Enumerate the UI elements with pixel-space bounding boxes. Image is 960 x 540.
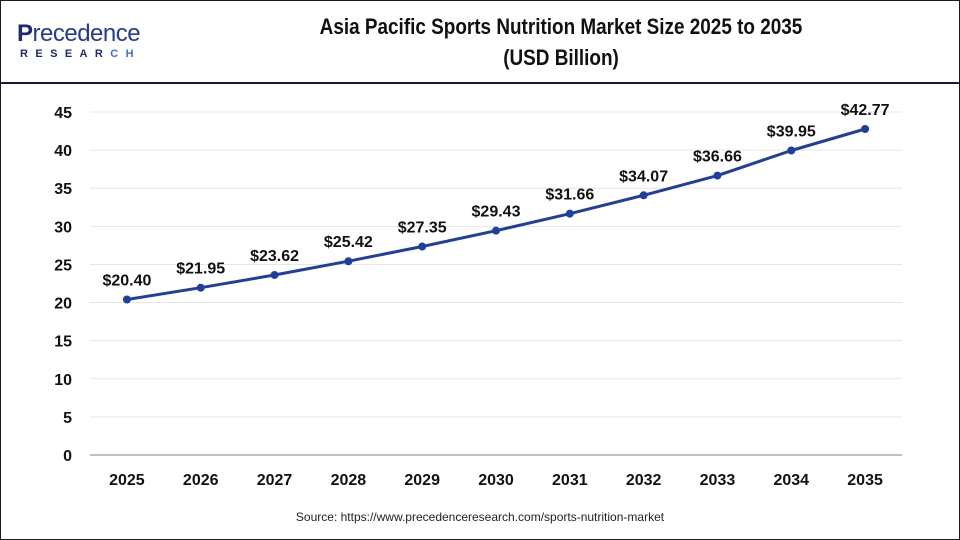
y-tick-label: 40 bbox=[54, 143, 72, 160]
x-tick-label: 2035 bbox=[847, 472, 883, 489]
x-tick-label: 2025 bbox=[109, 472, 145, 489]
y-tick-label: 45 bbox=[54, 105, 72, 122]
y-tick-label: 0 bbox=[63, 448, 72, 465]
logo-rest: recedence bbox=[32, 20, 141, 47]
header-divider bbox=[1, 82, 959, 84]
data-point-marker bbox=[713, 171, 722, 180]
data-label: $25.42 bbox=[324, 234, 373, 251]
data-label: $36.66 bbox=[693, 149, 742, 166]
x-tick-label: 2027 bbox=[257, 472, 293, 489]
data-point-marker bbox=[122, 295, 131, 304]
y-tick-label: 25 bbox=[54, 257, 72, 274]
source-note: Source: https://www.precedenceresearch.c… bbox=[295, 510, 665, 524]
y-tick-label: 5 bbox=[63, 410, 72, 427]
chart-title-line1: Asia Pacific Sports Nutrition Market Siz… bbox=[319, 14, 803, 39]
y-tick-label: 30 bbox=[54, 219, 72, 236]
data-point-marker bbox=[565, 209, 574, 218]
data-label: $39.95 bbox=[767, 123, 816, 140]
y-tick-label: 15 bbox=[54, 334, 72, 351]
logo-initial: P bbox=[17, 20, 33, 47]
data-point-marker bbox=[196, 283, 205, 292]
data-label: $29.43 bbox=[472, 204, 521, 221]
data-point-marker bbox=[270, 270, 279, 279]
data-label: $20.40 bbox=[102, 273, 151, 290]
x-tick-label: 2026 bbox=[183, 472, 219, 489]
logo-subtitle-accent: CH bbox=[110, 48, 141, 60]
x-tick-label: 2032 bbox=[626, 472, 662, 489]
y-tick-label: 10 bbox=[54, 372, 72, 389]
x-tick-label: 2031 bbox=[552, 472, 588, 489]
x-tick-label: 2029 bbox=[404, 472, 440, 489]
logo-wordmark: Precedence bbox=[17, 20, 141, 47]
data-label: $27.35 bbox=[398, 220, 447, 237]
data-point-marker bbox=[344, 257, 353, 266]
chart-title: Asia Pacific Sports Nutrition Market Siz… bbox=[277, 11, 845, 73]
header: Precedence RESEARCH Asia Pacific Sports … bbox=[1, 1, 959, 82]
data-point-marker bbox=[492, 226, 500, 235]
x-tick-label: 2033 bbox=[700, 472, 736, 489]
data-label: $42.77 bbox=[841, 102, 890, 119]
data-point-marker bbox=[639, 191, 648, 200]
x-tick-label: 2030 bbox=[478, 472, 514, 489]
y-tick-label: 35 bbox=[54, 181, 72, 198]
data-point-marker bbox=[418, 242, 427, 251]
data-point-marker bbox=[787, 146, 796, 155]
data-label: $34.07 bbox=[619, 168, 668, 185]
data-label: $31.66 bbox=[545, 187, 594, 204]
x-tick-label: 2028 bbox=[331, 472, 367, 489]
logo-subtitle: RESEARCH bbox=[20, 47, 141, 61]
y-tick-label: 20 bbox=[54, 296, 72, 313]
chart-title-line2: (USD Billion) bbox=[503, 45, 619, 70]
x-tick-label: 2034 bbox=[773, 472, 809, 489]
data-point-marker bbox=[861, 124, 870, 133]
data-label: $23.62 bbox=[250, 248, 299, 265]
logo-subtitle-main: RESEAR bbox=[20, 48, 111, 60]
data-label: $21.95 bbox=[176, 261, 225, 278]
precedence-research-logo: Precedence RESEARCH bbox=[17, 21, 167, 65]
